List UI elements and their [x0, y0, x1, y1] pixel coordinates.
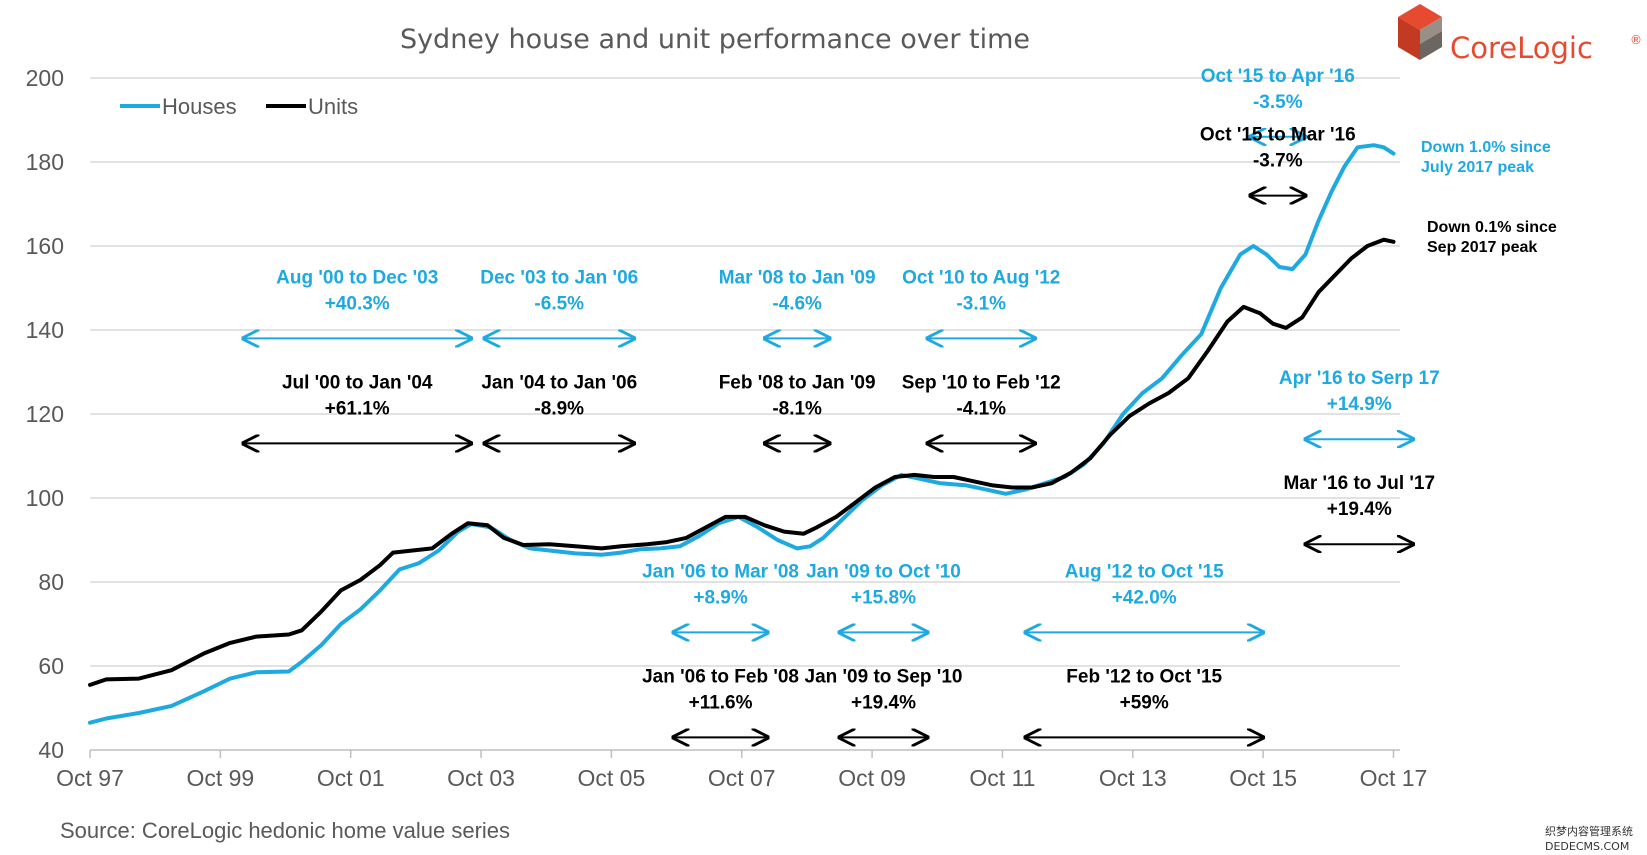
annotation-period: Apr '16 to Serp 17	[1279, 368, 1440, 389]
annotation-period: Jul '00 to Jan '04	[282, 372, 433, 393]
note-houses-line-2: July 2017 peak	[1421, 159, 1534, 176]
annotation-period: Oct '15 to Apr '16	[1201, 66, 1355, 87]
legend-label-houses: Houses	[162, 94, 237, 119]
y-tick-label: 120	[26, 401, 64, 427]
series-lines	[88, 143, 1396, 725]
watermark-line-2: DEDECMS.COM	[1545, 840, 1629, 853]
watermark-line-1: 织梦内容管理系统	[1545, 824, 1633, 838]
annotation-period: Oct '10 to Aug '12	[902, 267, 1060, 288]
annotation-change: -4.6%	[772, 293, 822, 314]
annotation-period: Mar '16 to Jul '17	[1283, 473, 1435, 494]
note-units-line-2: Sep 2017 peak	[1427, 239, 1537, 256]
annotation-period: Feb '08 to Jan '09	[719, 372, 876, 393]
x-tick-label: Oct 05	[578, 765, 646, 791]
note-units-line-1: Down 0.1% since	[1427, 219, 1557, 236]
y-tick-label: 140	[26, 317, 64, 343]
annotation-change: +11.6%	[689, 692, 753, 713]
annotation-change: -3.5%	[1253, 92, 1303, 113]
annotation-period: Dec '03 to Jan '06	[480, 267, 638, 288]
annotation-period: Jan '04 to Jan '06	[481, 372, 637, 393]
annotation-change: -8.1%	[772, 398, 822, 419]
x-tick-label: Oct 13	[1099, 765, 1167, 791]
annotation-change: +40.3%	[325, 293, 390, 314]
annotation-period: Oct '15 to Mar '16	[1200, 125, 1356, 146]
annotation-change: -4.1%	[956, 398, 1006, 419]
x-tick-label: Oct 97	[56, 765, 124, 791]
annotation-change: +42.0%	[1112, 587, 1177, 608]
annotation-change: -3.7%	[1253, 151, 1303, 172]
x-axis: Oct 97 Oct 99 Oct 01 Oct 03 Oct 05 Oct 07 Oct …	[56, 749, 1428, 791]
peak-notes: Down 1.0% since July 2017 peak Down 0.1%…	[1421, 139, 1557, 256]
annotation-period: Jan '09 to Sep '10	[805, 666, 963, 687]
x-tick-label: Oct 01	[317, 765, 385, 791]
annotation-period: Aug '12 to Oct '15	[1065, 561, 1224, 582]
x-tick-label: Oct 09	[838, 765, 906, 791]
y-tick-label: 60	[38, 653, 64, 679]
chart-title: Sydney house and unit performance over t…	[400, 24, 1030, 55]
annotation-change: -6.5%	[534, 293, 584, 314]
annotation-change: +15.8%	[851, 587, 916, 608]
x-tick-label: Oct 07	[708, 765, 776, 791]
annotation-period: Aug '00 to Dec '03	[276, 267, 438, 288]
x-tick-label: Oct 17	[1360, 765, 1428, 791]
x-tick-label: Oct 15	[1229, 765, 1297, 791]
corelogic-wordmark: CoreLogic	[1450, 31, 1593, 65]
y-tick-label: 200	[26, 65, 64, 91]
annotation-period: Feb '12 to Oct '15	[1066, 666, 1222, 687]
annotation-change: -3.1%	[956, 293, 1006, 314]
annotation-period: Jan '06 to Mar '08	[642, 561, 799, 582]
y-tick-label: 180	[26, 149, 64, 175]
x-tick-label: Oct 03	[447, 765, 515, 791]
corelogic-cube-icon	[1398, 4, 1442, 60]
series-line-houses	[88, 143, 1396, 725]
annotations: Aug '00 to Dec '03 +40.3% Dec '03 to Jan '…	[243, 66, 1440, 738]
legend-label-units: Units	[308, 94, 358, 119]
annotation-period: Sep '10 to Feb '12	[902, 372, 1061, 393]
annotation-change: +61.1%	[325, 398, 390, 419]
series-line-units	[88, 237, 1396, 687]
annotation-change: +14.9%	[1327, 394, 1392, 415]
y-tick-label: 80	[38, 569, 64, 595]
x-tick-label: Oct 99	[186, 765, 254, 791]
y-tick-label: 40	[38, 737, 64, 763]
annotation-change: +19.4%	[1327, 499, 1392, 520]
annotation-period: Jan '09 to Oct '10	[806, 561, 961, 582]
y-tick-label: 100	[26, 485, 64, 511]
annotation-change: -8.9%	[534, 398, 584, 419]
note-houses-line-1: Down 1.0% since	[1421, 139, 1551, 156]
annotation-change: +8.9%	[693, 587, 748, 608]
corelogic-logo: CoreLogic ®	[1398, 4, 1642, 65]
watermark: 织梦内容管理系统 DEDECMS.COM	[1545, 824, 1633, 853]
annotation-change: +59%	[1120, 692, 1169, 713]
y-tick-label: 160	[26, 233, 64, 259]
y-axis: 40 60 80 100 120 140 160 180 200	[26, 65, 64, 763]
registered-mark: ®	[1630, 33, 1642, 47]
legend: Houses Units	[120, 94, 358, 119]
annotation-period: Jan '06 to Feb '08	[642, 666, 799, 687]
source-note: Source: CoreLogic hedonic home value ser…	[60, 818, 510, 843]
annotation-period: Mar '08 to Jan '09	[719, 267, 876, 288]
x-tick-label: Oct 11	[969, 765, 1035, 791]
annotation-change: +19.4%	[851, 692, 916, 713]
